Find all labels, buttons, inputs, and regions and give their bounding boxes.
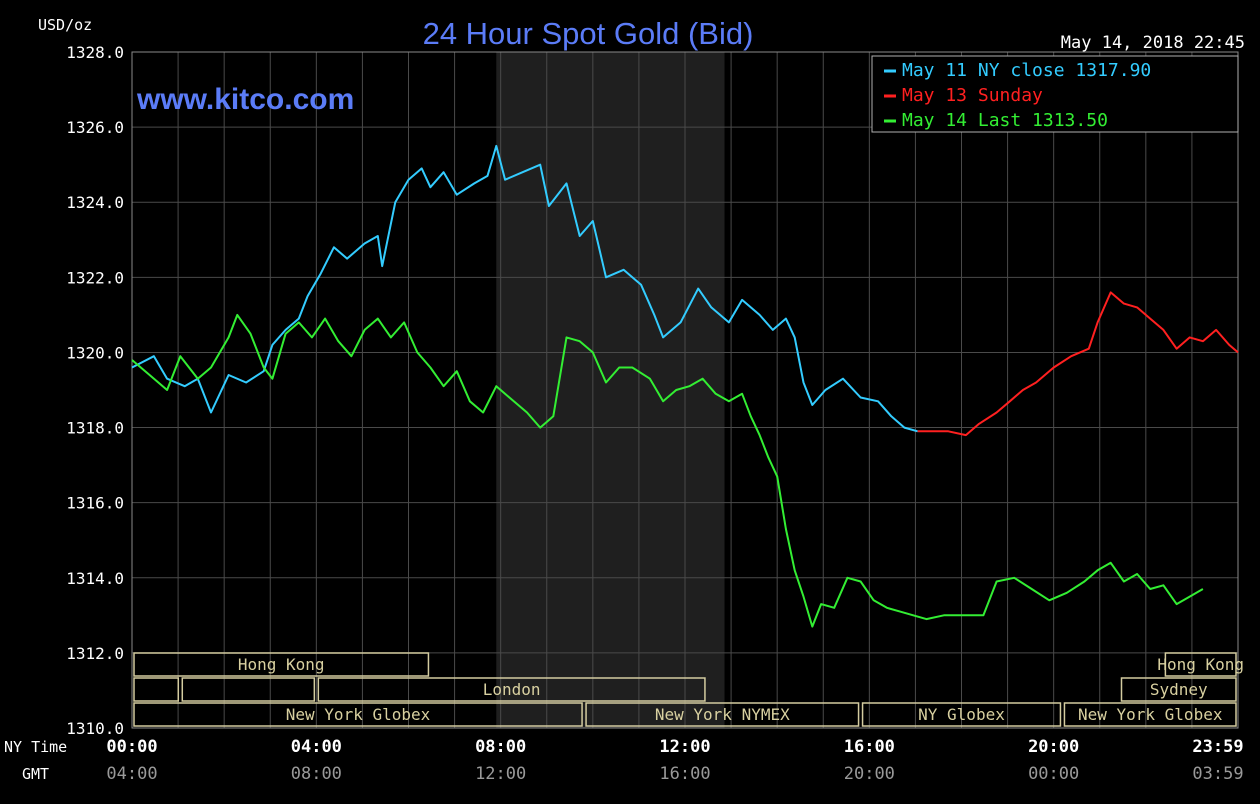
x-tick-label-gmt: 08:00 xyxy=(291,764,342,784)
legend-entry: May 14 Last 1313.50 xyxy=(902,110,1108,131)
x-axis-row-label: NY Time xyxy=(4,738,67,756)
x-tick-label-ny: 12:00 xyxy=(659,737,710,757)
legend-entry: May 11 NY close 1317.90 xyxy=(902,60,1151,81)
series-line-1 xyxy=(131,144,918,433)
session-box xyxy=(1063,702,1237,727)
y-tick-label: 1314.0 xyxy=(66,569,124,588)
legend-box xyxy=(871,55,1239,133)
session-box xyxy=(133,702,583,727)
market-sessions: Hong Kong Hong Kong London Sydney New York G… xyxy=(133,652,1244,727)
y-tick-label: 1326.0 xyxy=(66,118,124,137)
y-tick-label: 1328.0 xyxy=(66,43,124,62)
session-box xyxy=(1164,652,1237,677)
x-tick-label-ny: 00:00 xyxy=(106,737,157,757)
y-tick-label: 1316.0 xyxy=(66,494,124,513)
y-axis-label: USD/oz xyxy=(38,16,92,34)
nymex-shaded-session xyxy=(496,52,725,728)
y-tick-label: 1324.0 xyxy=(66,193,124,212)
session-label: New York Globex xyxy=(1078,705,1223,724)
x-tick-label-gmt: 04:00 xyxy=(106,764,157,784)
session-label: London xyxy=(483,680,541,699)
y-tick-label: 1310.0 xyxy=(66,719,124,738)
x-tick-label-gmt: 00:00 xyxy=(1028,764,1079,784)
timestamp: May 14, 2018 22:45 xyxy=(1061,33,1245,53)
price-series xyxy=(131,144,1239,628)
y-tick-label: 1322.0 xyxy=(66,268,124,287)
legend-entry: May 13 Sunday xyxy=(902,85,1043,106)
legend: May 11 NY close 1317.90 May 13 Sunday May … xyxy=(871,55,1239,133)
x-axis: NY Time GMT 00:00 04:00 08:00 12:00 16:00 20:00… xyxy=(4,737,1244,784)
session-label: NY Globex xyxy=(918,705,1005,724)
y-tick-label: 1318.0 xyxy=(66,419,124,438)
session-label: Hong Kong xyxy=(1157,655,1244,674)
session-box xyxy=(181,677,316,702)
y-tick-label: 1312.0 xyxy=(66,644,124,663)
series-line-2 xyxy=(917,291,1239,437)
x-tick-label-gmt: 16:00 xyxy=(659,764,710,784)
x-tick-label-gmt: 03:59 xyxy=(1192,764,1243,784)
x-tick-label-ny: 23:59 xyxy=(1192,737,1243,757)
session-label: Hong Kong xyxy=(238,655,325,674)
gmt-row-label: GMT xyxy=(22,765,49,783)
session-box xyxy=(133,652,430,677)
session-box xyxy=(317,677,706,702)
series-line-3 xyxy=(131,313,1204,628)
session-label: Sydney xyxy=(1150,680,1208,699)
session-box xyxy=(1120,677,1237,702)
x-tick-label-ny: 16:00 xyxy=(844,737,895,757)
x-tick-label-ny: 08:00 xyxy=(475,737,526,757)
session-box xyxy=(861,702,1062,727)
y-axis: 1328.0 1326.0 1324.0 1322.0 1320.0 1318.0 1316… xyxy=(66,43,124,738)
session-label: New York Globex xyxy=(286,705,431,724)
session-box xyxy=(585,702,860,727)
watermark: www.kitco.com xyxy=(136,83,354,116)
session-label: New York NYMEX xyxy=(655,705,790,724)
x-tick-label-gmt: 12:00 xyxy=(475,764,526,784)
x-tick-label-gmt: 20:00 xyxy=(844,764,895,784)
plot-frame xyxy=(131,51,1239,729)
y-tick-label: 1320.0 xyxy=(66,343,124,362)
x-tick-label-ny: 20:00 xyxy=(1028,737,1079,757)
session-box xyxy=(133,677,180,702)
x-tick-label-ny: 04:00 xyxy=(291,737,342,757)
chart-title: 24 Hour Spot Gold (Bid) xyxy=(423,16,754,51)
gridlines xyxy=(132,52,1239,728)
